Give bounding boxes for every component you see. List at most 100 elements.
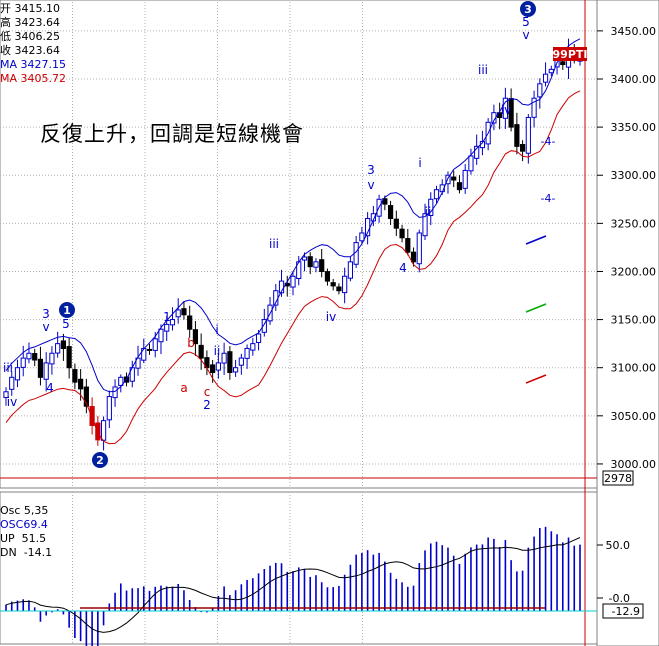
cursor-value: 2978 [604,472,632,485]
candle-body [175,309,181,318]
projection-tick [525,235,547,245]
candle-body [233,367,239,373]
osc-bar [240,584,243,611]
wave-label: i [418,156,421,170]
candle-body [32,353,38,361]
osc-bar [573,545,576,611]
candle-body [227,351,233,374]
osc-bar [332,587,334,611]
price-pane [0,0,598,489]
candle-body [433,189,440,200]
candle-body [158,328,164,343]
osc-bar [200,611,202,613]
osc-bar [148,590,151,611]
osc-bar [355,554,357,611]
price-tick-label: 3050.00 [611,410,657,423]
osc-bar [452,555,455,611]
osc-bar [16,600,19,611]
candle-body [181,308,187,316]
candle-body [55,343,61,354]
candle-body [14,367,21,381]
info-line-2: 低 3406.25 [0,30,60,43]
candle-body [83,386,89,407]
osc-bar [85,611,88,646]
osc-bar [33,607,36,611]
wave-label: 3 [42,307,50,321]
osc-bar [263,569,266,611]
candle-body [146,348,153,351]
candle-body [244,347,250,359]
candle-body [387,205,394,220]
osc-bar [315,575,317,611]
price-tick-label: 3100.00 [611,362,657,375]
osc-bar [292,571,294,611]
osc-bar [418,563,421,611]
osc-bar [142,586,145,611]
candle-body [548,68,554,74]
osc-bar [366,550,369,611]
candle-body [210,364,216,374]
candle-body [192,329,199,345]
osc-bar [424,550,426,611]
candle-body [468,155,474,172]
candle-body [135,357,141,369]
candle-body [49,352,55,365]
price-tick-label: 3200.00 [611,265,657,278]
candle-body [456,182,463,191]
candle-body [78,378,84,390]
candle-body [221,352,227,364]
candle-body [118,376,124,386]
candle-body [324,271,331,282]
wave-label: a [180,381,187,395]
osc-bar [326,587,329,611]
osc-bar [550,531,553,611]
candle-body [537,83,543,98]
osc-bar [217,595,220,611]
wave-circle-label: 3 [524,3,532,16]
osc-cursor-box [602,603,644,619]
osc-bar [338,585,340,611]
osc-bar [510,560,512,611]
wave-label: 4 [399,261,407,275]
osc-bar [389,572,392,611]
osc-bar [458,563,461,611]
wave-label: 5 [62,317,70,331]
osc-line-1: OSC69.4 [0,518,48,531]
candle-body [100,420,107,441]
wave-label: i [215,323,218,337]
osc-bar [309,576,312,611]
osc-bar [447,547,449,611]
osc-bar [188,599,191,611]
candle-body [428,198,434,217]
osc-bar [171,586,174,611]
osc-bar [521,570,524,611]
osc-bar [56,609,59,611]
osc-bar [475,544,478,611]
osc-bar [579,544,581,611]
price-tick-label: 3250.00 [611,217,657,230]
osc-bar [137,588,139,611]
osc-line-3: DN -14.1 [0,546,53,559]
osc-bar [297,567,300,611]
candle-body [462,169,468,189]
osc-bar [401,582,403,611]
candle-body [520,144,526,152]
osc-bar [154,586,157,611]
wave-circle [92,452,108,468]
osc-bar [160,585,162,611]
candle-body [9,376,15,390]
candle-body [313,261,319,268]
price-tick-label: 3450.00 [611,25,657,38]
wave-circle-label: 2 [96,454,104,467]
osc-bar [556,534,558,611]
osc-bar [39,611,42,622]
osc-bar [125,590,128,611]
osc-bar [120,583,122,611]
osc-bar [22,599,25,611]
candle-body [152,338,158,351]
wave-label: 2 [203,398,211,412]
osc-bar [303,568,306,611]
osc-bar [229,595,231,611]
price-tick-label: 3000.00 [611,458,657,471]
